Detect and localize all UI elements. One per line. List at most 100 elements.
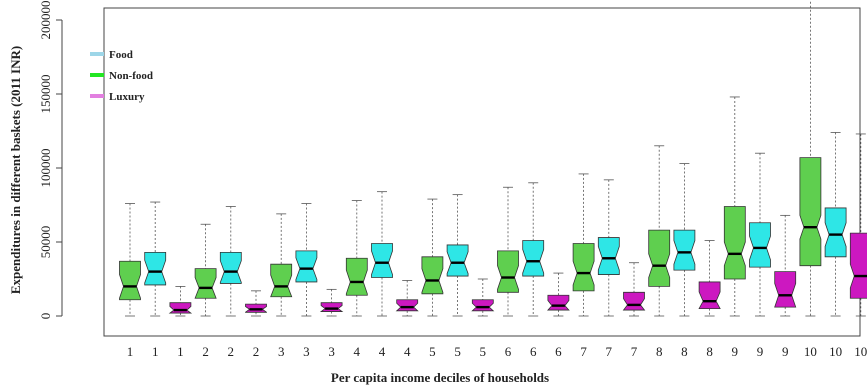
x-tick-label: 6 [505,344,512,359]
x-tick-label: 4 [354,344,361,359]
box-27 [774,214,797,317]
x-tick-label: 7 [606,344,613,359]
box-18 [547,272,570,317]
box-30 [849,133,867,317]
x-tick-label: 5 [454,344,461,359]
x-tick-label: 3 [278,344,285,359]
x-tick-label: 8 [656,344,663,359]
box-body [698,281,721,310]
box-body [547,294,570,311]
legend: Food Non-food Luxury [90,49,153,103]
x-tick-label: 9 [782,344,789,359]
box-1 [119,203,141,317]
box-body [219,251,242,284]
legend-label: Food [109,49,133,61]
x-tick-label: 10 [854,344,867,359]
box-body [144,251,167,286]
box-11 [371,191,393,317]
x-tick-label: 1 [152,344,159,359]
box-body [270,263,293,298]
box-body [395,299,419,312]
box-6 [245,290,267,317]
box-22 [648,145,671,317]
box-19 [572,173,595,317]
y-tick-label: 200000 [38,1,53,40]
box-body [673,229,696,271]
x-tick-label: 9 [757,344,764,359]
box-26 [749,152,771,317]
x-axis-label: Per capita income deciles of households [331,370,549,385]
x-tick-label: 2 [202,344,209,359]
box-body [522,240,545,277]
box-body [824,207,847,258]
box-2 [144,201,167,317]
box-13 [421,198,444,317]
box-body [295,250,318,283]
box-body [319,302,344,312]
plot-frame [103,7,861,337]
x-tick-label: 1 [127,344,134,359]
box-body [849,232,867,299]
y-tick-label: 50000 [38,226,53,259]
x-tick-label: 3 [303,344,310,359]
box-body [648,229,671,287]
box-23 [673,163,696,317]
x-tick-label: 8 [706,344,713,359]
box-body [119,260,141,301]
box-body [194,268,217,299]
box-body [168,302,193,314]
box-body [421,256,444,295]
x-tick-label: 3 [328,344,335,359]
box-9 [319,288,344,317]
x-tick-label: 7 [580,344,587,359]
y-axis: 0 50000 100000 150000 200000 [38,1,63,320]
legend-item-food: Food [90,49,133,61]
box-24 [698,240,721,317]
box-body [497,250,519,293]
box-3 [168,285,193,317]
box-body [446,244,469,277]
box-10 [345,200,368,317]
x-tick-label: 6 [555,344,562,359]
y-axis-label: Expenditures in different baskets (2011 … [8,46,23,294]
box-4 [194,223,217,317]
x-tick-label: 5 [429,344,436,359]
x-tick-labels: 1 1 1 2 2 2 3 3 3 4 4 4 5 5 5 6 6 6 7 7 7 8 8 8 9 9 9 10 10 10 [127,344,867,359]
x-tick-label: 5 [480,344,487,359]
legend-label: Non-food [109,70,153,82]
box-body [572,243,595,292]
legend-item-non-food: Non-food [90,70,153,82]
box-12 [395,280,419,317]
box-21 [622,262,646,317]
box-8 [295,203,318,317]
box-15 [471,278,495,317]
legend-label: Luxury [109,91,145,103]
box-body [597,237,620,275]
box-body [371,243,393,278]
box-5 [219,206,242,317]
box-14 [446,194,469,317]
x-tick-label: 7 [631,344,638,359]
box-28 [799,0,822,317]
box-25 [723,96,746,317]
box-body [622,291,646,311]
x-tick-label: 10 [829,344,842,359]
x-tick-label: 2 [228,344,235,359]
x-tick-label: 6 [530,344,537,359]
box-body [774,271,797,308]
x-tick-label: 4 [404,344,411,359]
legend-item-luxury: Luxury [90,91,145,103]
box-body [749,222,771,268]
x-tick-label: 2 [253,344,260,359]
box-body [471,299,495,312]
y-tick-label: 100000 [38,149,53,188]
box-body [345,257,368,296]
x-tick-label: 10 [804,344,817,359]
box-body [723,206,746,280]
box-20 [597,179,620,317]
x-tick-label: 9 [732,344,739,359]
y-tick-label: 0 [38,313,53,320]
x-tick-label: 8 [681,344,688,359]
box-group [119,0,867,317]
